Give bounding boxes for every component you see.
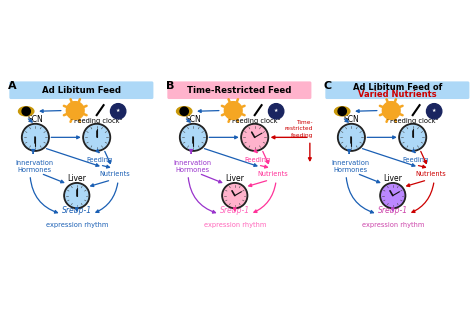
Circle shape	[339, 126, 364, 149]
Circle shape	[399, 124, 427, 151]
Text: "Feeding clock": "Feeding clock"	[71, 118, 122, 124]
Text: Time-Restricted Feed: Time-Restricted Feed	[187, 86, 292, 95]
Circle shape	[83, 124, 110, 151]
Text: Feeding: Feeding	[245, 156, 271, 162]
Text: Srebp-1: Srebp-1	[62, 206, 92, 215]
Circle shape	[243, 126, 267, 149]
Text: Liver: Liver	[225, 174, 244, 183]
Text: expression rhythm: expression rhythm	[362, 222, 424, 228]
Circle shape	[224, 185, 246, 207]
Text: SCN: SCN	[27, 115, 43, 124]
Circle shape	[241, 124, 268, 151]
Circle shape	[66, 102, 84, 120]
Text: Nutrients: Nutrients	[416, 171, 447, 177]
Text: Ad Libitum Feed of: Ad Libitum Feed of	[353, 83, 442, 92]
FancyBboxPatch shape	[325, 81, 469, 99]
Text: Liver: Liver	[67, 174, 86, 183]
Text: Innervation
Hormones: Innervation Hormones	[173, 160, 212, 173]
Text: Feeding: Feeding	[87, 156, 113, 162]
Circle shape	[380, 183, 406, 208]
Text: Innervation
Hormones: Innervation Hormones	[16, 160, 54, 173]
Circle shape	[337, 124, 365, 151]
Text: C: C	[324, 81, 332, 91]
Circle shape	[338, 107, 346, 115]
Circle shape	[23, 126, 47, 149]
Text: SCN: SCN	[185, 115, 201, 124]
Text: "Feeding clock": "Feeding clock"	[387, 118, 438, 124]
Text: SCN: SCN	[344, 115, 359, 124]
Circle shape	[22, 107, 30, 115]
Text: expression rhythm: expression rhythm	[46, 222, 108, 228]
Circle shape	[383, 102, 400, 120]
Ellipse shape	[335, 107, 350, 116]
Text: Time-
restricted
feeding: Time- restricted feeding	[284, 120, 313, 138]
Circle shape	[401, 126, 425, 149]
Circle shape	[22, 124, 49, 151]
Circle shape	[180, 107, 188, 115]
Circle shape	[64, 183, 90, 208]
Text: Feeding: Feeding	[402, 156, 429, 162]
Ellipse shape	[176, 107, 192, 116]
Circle shape	[224, 102, 242, 120]
Circle shape	[182, 126, 205, 149]
Text: "Feeding clock": "Feeding clock"	[229, 118, 281, 124]
FancyBboxPatch shape	[9, 81, 154, 99]
Text: B: B	[166, 81, 174, 91]
Text: Varied Nutrients: Varied Nutrients	[358, 90, 437, 99]
Circle shape	[110, 104, 126, 119]
Text: A: A	[8, 81, 17, 91]
Circle shape	[268, 104, 284, 119]
Text: Liver: Liver	[383, 174, 402, 183]
Text: Srebp-1: Srebp-1	[378, 206, 408, 215]
Text: ★: ★	[116, 108, 120, 113]
Circle shape	[85, 126, 109, 149]
Circle shape	[66, 185, 88, 207]
Text: Nutrients: Nutrients	[100, 171, 130, 177]
Text: Innervation
Hormones: Innervation Hormones	[332, 160, 370, 173]
FancyBboxPatch shape	[167, 81, 311, 99]
Circle shape	[382, 185, 404, 207]
Ellipse shape	[18, 107, 34, 116]
Circle shape	[222, 183, 247, 208]
Circle shape	[180, 124, 207, 151]
Circle shape	[427, 104, 442, 119]
Text: ★: ★	[432, 108, 437, 113]
Text: ★: ★	[274, 108, 278, 113]
Text: Ad Libitum Feed: Ad Libitum Feed	[42, 86, 121, 95]
Text: expression rhythm: expression rhythm	[204, 222, 266, 228]
Text: Srebp-1: Srebp-1	[220, 206, 250, 215]
Text: Nutrients: Nutrients	[258, 171, 289, 177]
